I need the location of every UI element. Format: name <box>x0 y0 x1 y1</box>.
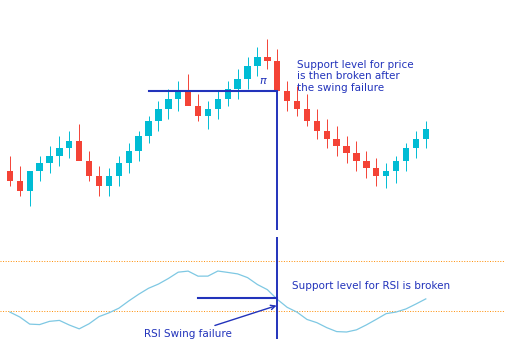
Bar <box>205 109 211 116</box>
Text: Support level for price
is then broken after
the swing failure: Support level for price is then broken a… <box>297 60 414 93</box>
Bar <box>314 121 320 131</box>
Bar <box>106 176 112 186</box>
Bar <box>145 121 152 136</box>
Bar <box>86 161 92 176</box>
Bar <box>373 168 379 176</box>
Text: π: π <box>259 76 266 86</box>
Bar <box>264 56 271 62</box>
Bar <box>155 109 162 121</box>
Bar <box>76 141 82 161</box>
Bar <box>413 139 419 148</box>
Bar <box>17 181 23 191</box>
Bar <box>165 99 172 109</box>
Bar <box>274 62 280 91</box>
Bar <box>354 154 360 161</box>
Bar <box>255 56 261 66</box>
Bar <box>126 151 132 163</box>
Text: RSI Swing failure: RSI Swing failure <box>144 305 275 339</box>
Bar <box>46 156 53 163</box>
Bar <box>244 66 250 79</box>
Bar <box>185 91 191 106</box>
Bar <box>284 91 290 101</box>
Bar <box>234 79 241 89</box>
Bar <box>96 176 102 186</box>
Bar <box>36 163 43 171</box>
Bar <box>403 148 409 161</box>
Text: Support level for RSI is broken: Support level for RSI is broken <box>292 281 450 291</box>
Bar <box>333 139 340 146</box>
Bar <box>383 171 389 176</box>
Bar <box>304 109 310 121</box>
Bar <box>225 89 231 99</box>
Bar <box>27 171 33 191</box>
Bar <box>66 141 73 148</box>
Bar <box>215 99 221 109</box>
Bar <box>175 91 181 99</box>
Bar <box>56 148 63 156</box>
Bar <box>116 163 122 176</box>
Bar <box>195 106 201 116</box>
Bar <box>393 161 399 171</box>
Bar <box>324 131 330 139</box>
Bar <box>135 136 142 151</box>
Bar <box>7 171 13 181</box>
Bar <box>343 146 350 154</box>
Bar <box>363 161 370 168</box>
Bar <box>294 101 300 109</box>
Bar <box>423 129 429 139</box>
